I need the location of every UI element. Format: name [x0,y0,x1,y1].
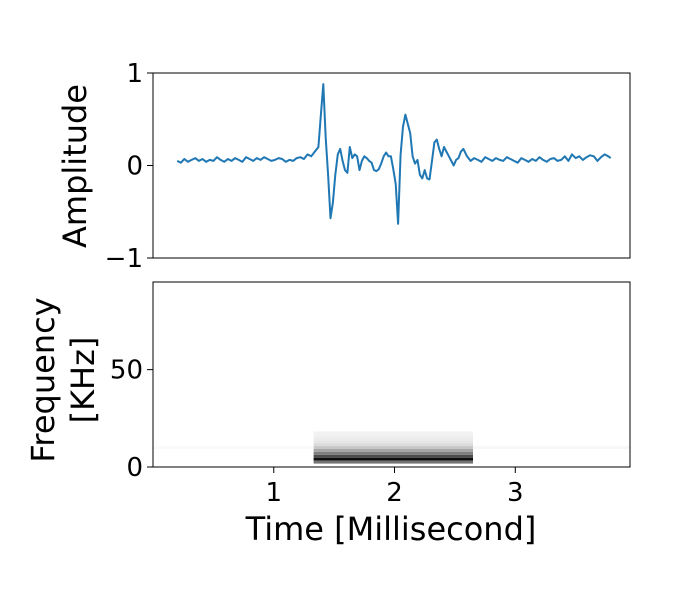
spectrogram-cell [313,460,474,464]
spectrogram-cell [153,446,314,449]
waveform-y-ticks: −1 0 1 [105,59,153,274]
waveform-y-tick-label: 0 [126,152,143,182]
spectrogram-cell [473,446,630,449]
spectrogram-x-axis-label: Time [Millisecond] [245,510,537,548]
spectrogram-cell [313,451,474,455]
spectrogram-cell [313,443,474,447]
spectrogram-cell [313,457,474,461]
spectrogram-y-axis-label-line-1: Frequency [24,297,62,462]
waveform-y-tick-label: 1 [126,59,143,89]
spectrogram-cells [153,431,630,464]
spectrogram-panel: 1 2 3 0 50 Frequency [KHz] Time [Millisecon… [24,281,631,548]
spectrogram-cell [313,437,474,441]
spectrogram-x-tick-label: 3 [507,478,524,508]
spectrogram-x-ticks: 1 2 3 [265,467,524,508]
spectrogram-cell [313,448,474,452]
spectrogram-cell [313,454,474,458]
spectrogram-y-tick-label: 50 [110,356,143,386]
waveform-y-axis-label: Amplitude [56,84,94,248]
waveform-y-tick-label: −1 [105,244,143,274]
spectrogram-y-axis-label-line-2: [KHz] [64,337,102,424]
spectrogram-y-tick-label: 0 [126,453,143,483]
spectrogram-cell [313,434,474,438]
waveform-series-line [176,83,612,225]
spectrogram-y-ticks: 0 50 [110,356,153,483]
spectrogram-plot-frame [152,281,631,468]
spectrogram-cell [313,440,474,444]
spectrogram-x-tick-label: 1 [265,478,282,508]
spectrogram-x-tick-label: 2 [386,478,403,508]
waveform-panel: −1 0 1 Amplitude [56,59,631,274]
spectrogram-cell [313,431,474,435]
spectrogram-cell [313,446,474,449]
waveform-line-layer [176,83,612,225]
